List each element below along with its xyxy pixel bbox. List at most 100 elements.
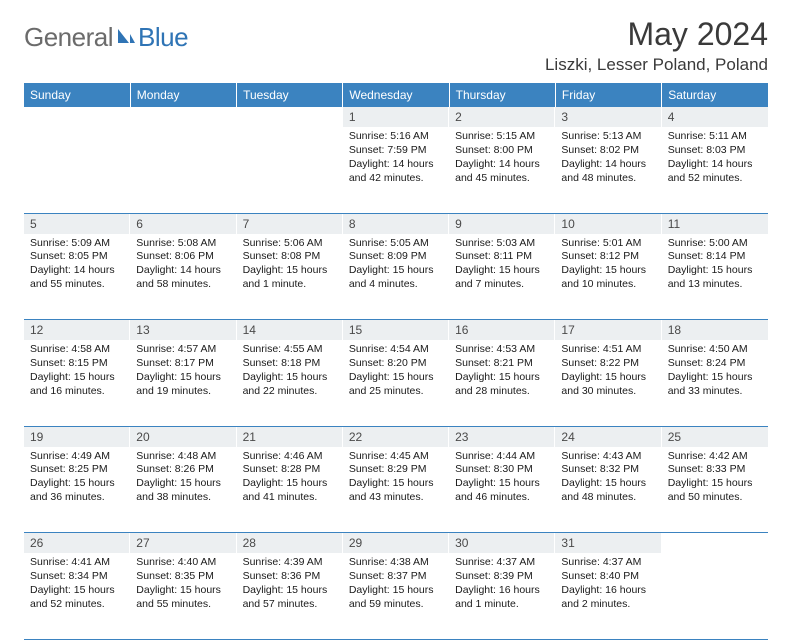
daylight-line: Daylight: 15 hours and 19 minutes. [136, 371, 230, 399]
day-body: Sunrise: 4:39 AMSunset: 8:36 PMDaylight:… [237, 553, 343, 619]
week-body-row: Sunrise: 5:09 AMSunset: 8:05 PMDaylight:… [24, 234, 768, 320]
sunset-line: Sunset: 8:11 PM [455, 250, 549, 264]
week-body-row: Sunrise: 5:16 AMSunset: 7:59 PMDaylight:… [24, 127, 768, 213]
sunset-line: Sunset: 8:24 PM [668, 357, 762, 371]
sunrise-line: Sunrise: 5:03 AM [455, 237, 549, 251]
day-number-cell: 19 [24, 426, 130, 447]
daylight-line: Daylight: 15 hours and 33 minutes. [668, 371, 762, 399]
day-number: 31 [555, 533, 661, 553]
day-number: 22 [343, 427, 449, 447]
day-body: Sunrise: 4:37 AMSunset: 8:40 PMDaylight:… [555, 553, 661, 619]
day-cell: Sunrise: 4:41 AMSunset: 8:34 PMDaylight:… [24, 553, 130, 639]
sunset-line: Sunset: 8:33 PM [668, 463, 762, 477]
sunset-line: Sunset: 8:36 PM [243, 570, 337, 584]
sunset-line: Sunset: 8:21 PM [455, 357, 549, 371]
daylight-line: Daylight: 15 hours and 43 minutes. [349, 477, 443, 505]
day-number-cell [237, 107, 343, 127]
day-cell [24, 127, 130, 213]
day-cell: Sunrise: 4:50 AMSunset: 8:24 PMDaylight:… [662, 340, 768, 426]
day-number-cell: 31 [555, 533, 661, 554]
sunset-line: Sunset: 8:32 PM [561, 463, 655, 477]
day-cell: Sunrise: 4:38 AMSunset: 8:37 PMDaylight:… [343, 553, 449, 639]
day-cell: Sunrise: 4:54 AMSunset: 8:20 PMDaylight:… [343, 340, 449, 426]
day-number-cell: 25 [662, 426, 768, 447]
day-number-cell: 16 [449, 320, 555, 341]
day-number-cell: 14 [237, 320, 343, 341]
weekday-header-row: Sunday Monday Tuesday Wednesday Thursday… [24, 83, 768, 107]
weekday-header: Thursday [449, 83, 555, 107]
day-body: Sunrise: 5:03 AMSunset: 8:11 PMDaylight:… [449, 234, 555, 300]
day-body: Sunrise: 5:05 AMSunset: 8:09 PMDaylight:… [343, 234, 449, 300]
day-number [662, 533, 768, 539]
sunrise-line: Sunrise: 4:39 AM [243, 556, 337, 570]
sunset-line: Sunset: 8:26 PM [136, 463, 230, 477]
day-number: 3 [555, 107, 661, 127]
day-number-cell: 8 [343, 213, 449, 234]
day-cell: Sunrise: 4:37 AMSunset: 8:39 PMDaylight:… [449, 553, 555, 639]
daylight-line: Daylight: 16 hours and 2 minutes. [561, 584, 655, 612]
day-number-cell: 21 [237, 426, 343, 447]
sunset-line: Sunset: 8:14 PM [668, 250, 762, 264]
sunrise-line: Sunrise: 5:13 AM [561, 130, 655, 144]
sunset-line: Sunset: 8:12 PM [561, 250, 655, 264]
day-number-cell: 20 [130, 426, 236, 447]
sunset-line: Sunset: 8:15 PM [30, 357, 124, 371]
daylight-line: Daylight: 15 hours and 10 minutes. [561, 264, 655, 292]
daylight-line: Daylight: 15 hours and 50 minutes. [668, 477, 762, 505]
sunset-line: Sunset: 8:35 PM [136, 570, 230, 584]
daylight-line: Daylight: 15 hours and 59 minutes. [349, 584, 443, 612]
day-cell: Sunrise: 4:45 AMSunset: 8:29 PMDaylight:… [343, 447, 449, 533]
day-cell: Sunrise: 5:01 AMSunset: 8:12 PMDaylight:… [555, 234, 661, 320]
day-number: 2 [449, 107, 555, 127]
week-daynum-row: 262728293031 [24, 533, 768, 554]
daylight-line: Daylight: 14 hours and 45 minutes. [455, 158, 549, 186]
day-number: 5 [24, 214, 130, 234]
header: General Blue May 2024 Liszki, Lesser Pol… [24, 16, 768, 75]
day-number: 7 [237, 214, 343, 234]
sunrise-line: Sunrise: 5:08 AM [136, 237, 230, 251]
sunset-line: Sunset: 8:09 PM [349, 250, 443, 264]
day-number-cell: 23 [449, 426, 555, 447]
daylight-line: Daylight: 15 hours and 22 minutes. [243, 371, 337, 399]
day-number-cell [662, 533, 768, 554]
day-cell: Sunrise: 4:51 AMSunset: 8:22 PMDaylight:… [555, 340, 661, 426]
day-number-cell: 30 [449, 533, 555, 554]
daylight-line: Daylight: 15 hours and 57 minutes. [243, 584, 337, 612]
day-number: 28 [237, 533, 343, 553]
sunrise-line: Sunrise: 4:49 AM [30, 450, 124, 464]
day-body [237, 127, 343, 193]
day-number: 6 [130, 214, 236, 234]
day-number [130, 107, 236, 113]
day-number: 23 [449, 427, 555, 447]
weekday-header: Friday [555, 83, 661, 107]
daylight-line: Daylight: 14 hours and 42 minutes. [349, 158, 443, 186]
day-number: 26 [24, 533, 130, 553]
day-body: Sunrise: 4:48 AMSunset: 8:26 PMDaylight:… [130, 447, 236, 513]
week-body-row: Sunrise: 4:49 AMSunset: 8:25 PMDaylight:… [24, 447, 768, 533]
day-body: Sunrise: 4:49 AMSunset: 8:25 PMDaylight:… [24, 447, 130, 513]
day-number-cell: 27 [130, 533, 236, 554]
day-body: Sunrise: 4:46 AMSunset: 8:28 PMDaylight:… [237, 447, 343, 513]
sunrise-line: Sunrise: 4:58 AM [30, 343, 124, 357]
day-number: 12 [24, 320, 130, 340]
week-daynum-row: 19202122232425 [24, 426, 768, 447]
day-number: 17 [555, 320, 661, 340]
day-body: Sunrise: 4:41 AMSunset: 8:34 PMDaylight:… [24, 553, 130, 619]
day-cell: Sunrise: 4:43 AMSunset: 8:32 PMDaylight:… [555, 447, 661, 533]
sunrise-line: Sunrise: 4:41 AM [30, 556, 124, 570]
sunrise-line: Sunrise: 4:37 AM [455, 556, 549, 570]
day-cell: Sunrise: 4:40 AMSunset: 8:35 PMDaylight:… [130, 553, 236, 639]
sunrise-line: Sunrise: 5:11 AM [668, 130, 762, 144]
sunrise-line: Sunrise: 5:15 AM [455, 130, 549, 144]
sunrise-line: Sunrise: 4:54 AM [349, 343, 443, 357]
day-number: 20 [130, 427, 236, 447]
sunrise-line: Sunrise: 4:48 AM [136, 450, 230, 464]
sunset-line: Sunset: 8:37 PM [349, 570, 443, 584]
week-daynum-row: 567891011 [24, 213, 768, 234]
day-cell: Sunrise: 4:49 AMSunset: 8:25 PMDaylight:… [24, 447, 130, 533]
sunrise-line: Sunrise: 5:09 AM [30, 237, 124, 251]
week-body-row: Sunrise: 4:41 AMSunset: 8:34 PMDaylight:… [24, 553, 768, 639]
sunrise-line: Sunrise: 4:46 AM [243, 450, 337, 464]
week-daynum-row: 12131415161718 [24, 320, 768, 341]
sunrise-line: Sunrise: 4:37 AM [561, 556, 655, 570]
